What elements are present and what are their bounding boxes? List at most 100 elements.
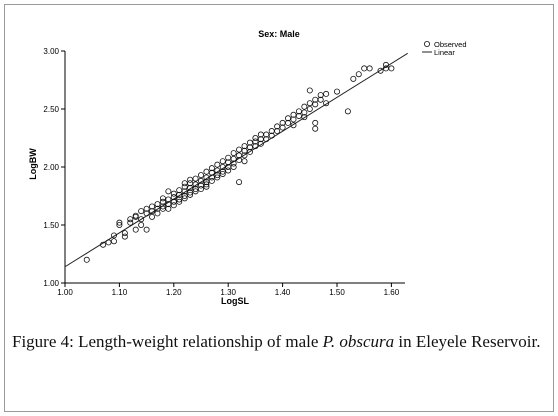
- data-point: [252, 134, 259, 141]
- data-point: [138, 221, 145, 228]
- data-point: [225, 167, 232, 174]
- data-point: [317, 92, 324, 99]
- data-point: [208, 177, 215, 184]
- data-point: [361, 65, 368, 72]
- data-point: [236, 146, 243, 153]
- data-point: [290, 116, 297, 123]
- data-point: [127, 216, 134, 223]
- data-point: [165, 201, 172, 208]
- caption-label: Figure 4:: [12, 332, 74, 351]
- data-point: [230, 155, 237, 162]
- data-point: [295, 112, 302, 119]
- data-point: [301, 103, 308, 110]
- data-point: [192, 175, 199, 182]
- data-point: [268, 132, 275, 139]
- data-point: [143, 210, 150, 217]
- data-point: [197, 182, 204, 189]
- data-point: [366, 65, 373, 72]
- data-point: [290, 122, 297, 129]
- data-point: [246, 144, 253, 151]
- data-point: [230, 163, 237, 170]
- data-point: [317, 96, 324, 103]
- x-tick-label: 1.60: [384, 288, 400, 297]
- data-point: [116, 219, 123, 226]
- data-point: [83, 256, 90, 263]
- data-point: [263, 136, 270, 143]
- data-point: [149, 213, 156, 220]
- data-point: [306, 106, 313, 113]
- data-point: [203, 183, 210, 190]
- data-point: [241, 143, 248, 150]
- x-tick-label: 1.30: [220, 288, 236, 297]
- data-point: [312, 101, 319, 108]
- data-point: [181, 188, 188, 195]
- data-point: [219, 158, 226, 165]
- data-point: [159, 195, 166, 202]
- data-point: [301, 114, 308, 121]
- data-point: [181, 195, 188, 202]
- figure-frame: [4, 4, 554, 412]
- data-point: [214, 167, 221, 174]
- data-point: [127, 219, 134, 226]
- data-point: [170, 194, 177, 201]
- data-point: [236, 179, 243, 186]
- data-point: [219, 168, 226, 175]
- data-point: [246, 139, 253, 146]
- data-point: [214, 174, 221, 181]
- x-tick-label: 1.10: [112, 288, 128, 297]
- data-point: [257, 140, 264, 147]
- data-point: [181, 192, 188, 199]
- data-point: [301, 109, 308, 116]
- y-axis-label: LogBW: [28, 148, 38, 180]
- data-point: [154, 210, 161, 217]
- data-point: [110, 238, 117, 245]
- chart-title: Sex: Male: [258, 29, 300, 39]
- data-point: [170, 190, 177, 197]
- y-tick-label: 2.50: [43, 105, 59, 114]
- data-point: [241, 158, 248, 165]
- data-point: [246, 148, 253, 155]
- data-point: [312, 125, 319, 132]
- data-point: [203, 181, 210, 188]
- data-point: [333, 88, 340, 95]
- data-point: [279, 124, 286, 131]
- data-point: [121, 233, 128, 240]
- x-tick-label: 1.50: [329, 288, 345, 297]
- data-point: [187, 189, 194, 196]
- data-point: [105, 239, 112, 246]
- x-tick-label: 1.40: [275, 288, 291, 297]
- caption-text-after: in Eleyele Reservoir.: [394, 332, 541, 351]
- data-point: [214, 161, 221, 168]
- data-point: [377, 67, 384, 74]
- x-axis-label: LogSL: [221, 296, 249, 306]
- data-point: [165, 196, 172, 203]
- data-point: [306, 87, 313, 94]
- data-point: [219, 170, 226, 177]
- data-point: [176, 191, 183, 198]
- data-point: [149, 208, 156, 215]
- data-point: [143, 226, 150, 233]
- legend-label-linear: Linear: [434, 48, 455, 57]
- caption-species: P. obscura: [322, 332, 395, 351]
- data-point: [208, 165, 215, 172]
- x-tick-label: 1.00: [57, 288, 73, 297]
- data-point: [154, 201, 161, 208]
- y-tick-label: 3.00: [43, 47, 59, 56]
- data-point: [100, 241, 107, 248]
- data-point: [263, 131, 270, 138]
- data-point: [138, 208, 145, 215]
- data-point: [176, 198, 183, 205]
- data-point: [192, 188, 199, 195]
- data-point: [203, 179, 210, 186]
- data-point: [285, 119, 292, 126]
- data-point: [187, 176, 194, 183]
- data-point: [350, 75, 357, 82]
- data-point: [149, 203, 156, 210]
- data-point: [252, 138, 259, 145]
- data-point: [323, 90, 330, 97]
- data-point: [197, 172, 204, 179]
- data-point: [110, 232, 117, 239]
- caption-text-before: Length-weight relationship of male: [73, 332, 323, 351]
- chart-labels: 1.00 1.10 1.20 1.30 1.40 1.50 1.60 1.00 1.50 2.00…: [28, 29, 467, 306]
- data-point: [382, 61, 389, 68]
